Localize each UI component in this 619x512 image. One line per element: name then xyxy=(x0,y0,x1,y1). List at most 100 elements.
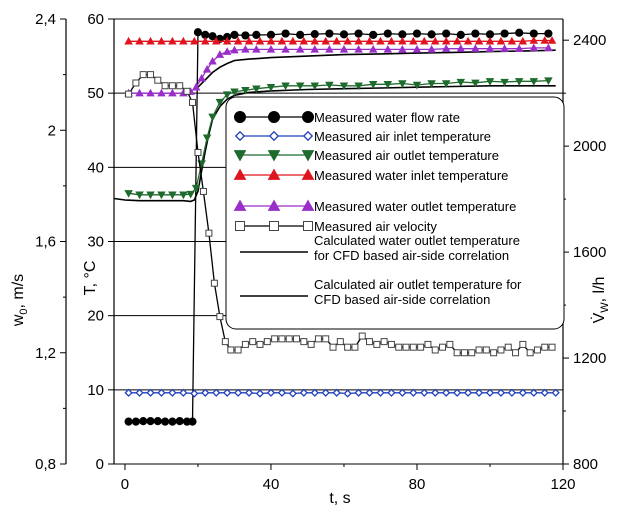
series-2-point-11 xyxy=(215,98,225,107)
x-axis-label: t, s xyxy=(329,490,350,507)
series-0-point-17 xyxy=(252,30,261,39)
series-5-point-52 xyxy=(490,349,498,357)
series-1-point-35 xyxy=(507,388,517,397)
series-5-point-13 xyxy=(210,279,218,287)
series-0-point-6 xyxy=(168,417,177,426)
series-1-point-37 xyxy=(529,388,538,397)
series-1-point-20 xyxy=(343,389,352,398)
series-2-point-16 xyxy=(266,84,276,92)
series-1-point-14 xyxy=(277,388,287,397)
series-3-point-15 xyxy=(288,36,298,45)
series-5-point-30 xyxy=(329,343,337,351)
velocity-axis-label: w0, m/s xyxy=(10,274,30,327)
series-4-point-18 xyxy=(295,44,305,53)
series-5-point-31 xyxy=(336,338,344,346)
series-5-point-20 xyxy=(256,340,264,348)
series-0-point-25 xyxy=(369,30,378,39)
legend-entry-7: Calculated air outlet temperature forCFD… xyxy=(240,277,522,307)
series-3-point-4 xyxy=(168,36,177,45)
series-0-point-35 xyxy=(515,28,524,37)
series-0-point-30 xyxy=(442,29,451,38)
series-4-point-11 xyxy=(215,50,225,58)
legend-marker-0-2 xyxy=(302,111,314,123)
series-1-point-16 xyxy=(299,388,308,397)
series-1-point-8 xyxy=(212,388,221,397)
series-5-point-28 xyxy=(314,335,322,343)
legend-marker-4-2 xyxy=(301,199,315,211)
vel-tick-label-2: 1,6 xyxy=(35,234,56,251)
series-4-point-17 xyxy=(281,44,290,53)
series-5-point-38 xyxy=(387,340,395,348)
series-5-point-19 xyxy=(249,338,257,346)
legend-marker-3-2 xyxy=(301,168,315,180)
series-5-point-51 xyxy=(482,346,490,354)
series-0-point-32 xyxy=(471,29,480,38)
series-5-point-9 xyxy=(188,98,196,106)
series-3-point-13 xyxy=(266,36,276,45)
axis-labels: t, s w0, m/s T, °C V̇W, l/h xyxy=(10,261,611,507)
series-1-point-15 xyxy=(288,389,297,398)
series-5-point-15 xyxy=(221,338,229,346)
series-5-point-48 xyxy=(460,349,468,357)
flow-tick-label-3: 2000 xyxy=(573,138,606,155)
series-2-point-18 xyxy=(295,82,305,91)
series-2-point-7 xyxy=(191,184,201,193)
series-5-point-2 xyxy=(139,71,147,79)
legend-entry-3: Measured water inlet temperature xyxy=(233,168,508,183)
series-5-point-35 xyxy=(366,338,374,346)
series-1-point-1 xyxy=(135,388,144,397)
temp-tick-label-2: 20 xyxy=(87,308,104,325)
series-2-point-9 xyxy=(202,134,212,143)
series-2-point-2 xyxy=(146,191,155,200)
series-2-point-17 xyxy=(281,82,290,91)
legend-entry-4: Measured water outlet temperature xyxy=(233,199,516,214)
series-4-point-31 xyxy=(485,44,495,52)
series-5-point-54 xyxy=(504,343,512,351)
series-2-point-35 xyxy=(544,77,553,85)
series-5-point-39 xyxy=(395,343,403,351)
series-0-point-26 xyxy=(383,29,392,38)
legend-marker-5-2 xyxy=(303,221,313,231)
series-2-point-6 xyxy=(186,190,195,199)
series-5-point-42 xyxy=(417,343,425,351)
series-3-point-10 xyxy=(233,36,243,45)
series-2-point-25 xyxy=(398,80,407,88)
series-4-point-28 xyxy=(441,44,451,52)
flow-tick-label-2: 1600 xyxy=(573,244,606,261)
legend-marker-4-1 xyxy=(267,199,281,211)
series-4-point-8 xyxy=(197,73,206,82)
series-5-point-27 xyxy=(307,340,315,348)
x-tick-label-3: 120 xyxy=(550,476,575,493)
series-3-point-2 xyxy=(146,36,155,45)
series-3-point-16 xyxy=(299,36,309,45)
series-4-point-27 xyxy=(427,44,436,53)
series-3-point-22 xyxy=(365,36,374,45)
series-6 xyxy=(197,49,556,88)
series-4-point-16 xyxy=(266,44,276,53)
series-1-point-31 xyxy=(463,388,473,397)
series-3-point-35 xyxy=(507,36,517,45)
series-1-point-13 xyxy=(266,388,276,397)
series-5-point-57 xyxy=(526,349,534,357)
series-5-point-17 xyxy=(234,346,242,354)
series-0-point-7 xyxy=(175,416,184,426)
series-2-point-15 xyxy=(252,85,261,94)
series-4-point-19 xyxy=(310,44,320,53)
vel-tick-label-1: 1,2 xyxy=(35,345,56,362)
series-1-point-39 xyxy=(551,388,560,397)
series-2-point-32 xyxy=(500,78,509,87)
legend-marker-1-2 xyxy=(302,130,314,142)
series-3-point-20 xyxy=(343,36,352,45)
series-5-point-58 xyxy=(533,346,541,354)
series-5-point-14 xyxy=(216,313,224,321)
series-3-point-39 xyxy=(547,36,557,44)
temp-tick-label-4: 40 xyxy=(87,159,104,176)
series-1-point-5 xyxy=(179,388,188,397)
series-4-point-29 xyxy=(456,44,466,52)
series-1-point-4 xyxy=(168,388,177,397)
series-3-point-18 xyxy=(321,36,330,45)
series-5-point-34 xyxy=(358,332,366,340)
series-0-point-2 xyxy=(139,416,148,426)
series-4-point-24 xyxy=(383,44,393,53)
